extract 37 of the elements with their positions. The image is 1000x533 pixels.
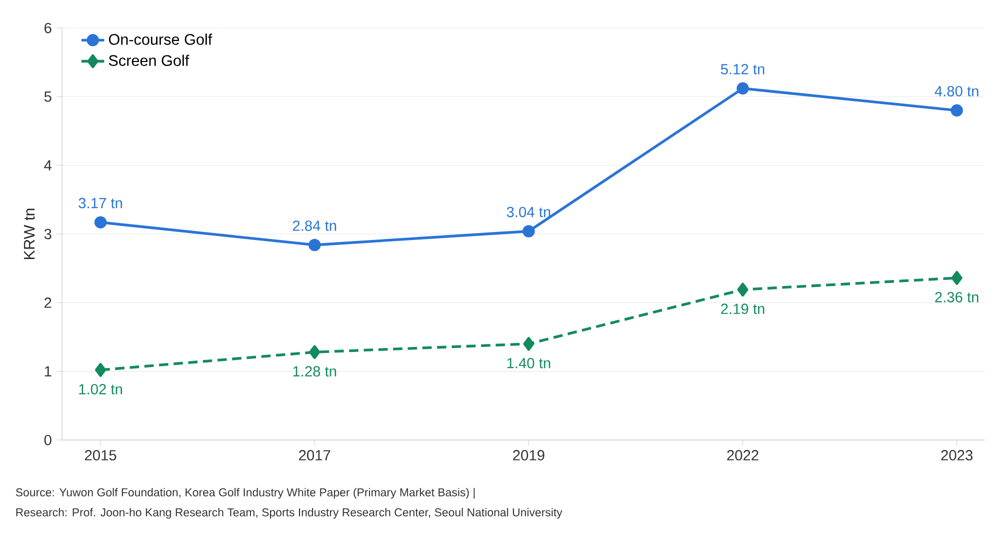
data-label: 1.28 tn [293, 366, 336, 376]
data-label: 5.12 tn [720, 64, 764, 74]
data-label: 2.84 tn [292, 220, 336, 231]
x-tick-label: 2023 [941, 450, 972, 460]
x-tick-label: 2015 [84, 450, 116, 460]
data-label: 4.80 tn [934, 86, 978, 96]
point [951, 270, 962, 285]
y-tick-label: 4 [44, 160, 52, 170]
legend-label: On-course Golf [108, 33, 212, 45]
y-tick-label: 5 [44, 91, 52, 102]
x-tick-label: 2019 [513, 450, 544, 460]
point [522, 224, 535, 238]
y-tick-label: 3 [44, 228, 52, 240]
data-label: 1.40 tn [507, 358, 550, 368]
legend-label: Screen Golf [108, 54, 190, 66]
x-tick-label: 2017 [299, 450, 330, 460]
y-axis-title: KRW tn [24, 208, 35, 259]
data-label: 2.36 tn [935, 292, 978, 302]
point [736, 82, 749, 94]
y-tick-label: 2 [44, 297, 52, 308]
point [94, 216, 107, 228]
y-tick-label: 0 [44, 434, 52, 446]
data-label: 3.17 tn [78, 198, 122, 208]
point [737, 282, 748, 296]
source-note: Source: Yuwon Golf Foundation, Korea Golf Industry White Paper (Primary Market Basis) | [16, 488, 475, 499]
data-label: 3.04 tn [506, 206, 550, 218]
point [523, 336, 534, 351]
y-tick-label: 1 [44, 366, 52, 376]
y-tick-label: 6 [44, 22, 52, 34]
point [308, 238, 321, 251]
point [950, 104, 963, 116]
text: Research: Prof. Joon-ho Kang Research Team, Sports Industry Research Center, Seoul National University [16, 508, 562, 519]
data-label: 1.02 tn [79, 384, 122, 394]
data-label: 2.19 tn [721, 304, 764, 314]
point [309, 345, 320, 359]
x-tick-label: 2022 [727, 450, 758, 460]
point [95, 362, 106, 377]
